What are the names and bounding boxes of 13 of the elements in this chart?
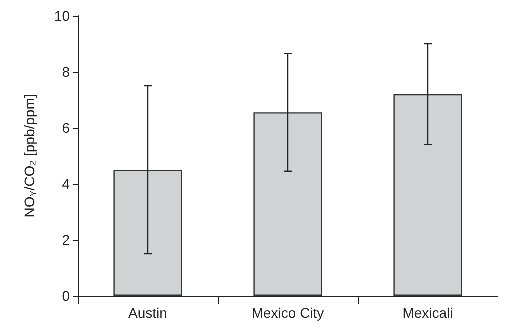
bar (254, 112, 322, 296)
x-tick-label: Mexico City (252, 305, 324, 321)
y-tick-label: 10 (54, 8, 70, 24)
y-tick-label: 8 (62, 64, 70, 80)
y-tick-label: 0 (62, 288, 70, 304)
x-tick-label: Austin (128, 305, 168, 321)
y-axis-title: NOY/CO₂ [ppb/ppm] (22, 94, 38, 218)
y-tick-label: 4 (62, 176, 70, 192)
bar (114, 170, 182, 296)
y-tick-label: 6 (62, 120, 70, 136)
y-tick-label: 2 (62, 232, 70, 248)
bar (394, 94, 462, 296)
x-tick-label: Mexicali (402, 305, 454, 321)
